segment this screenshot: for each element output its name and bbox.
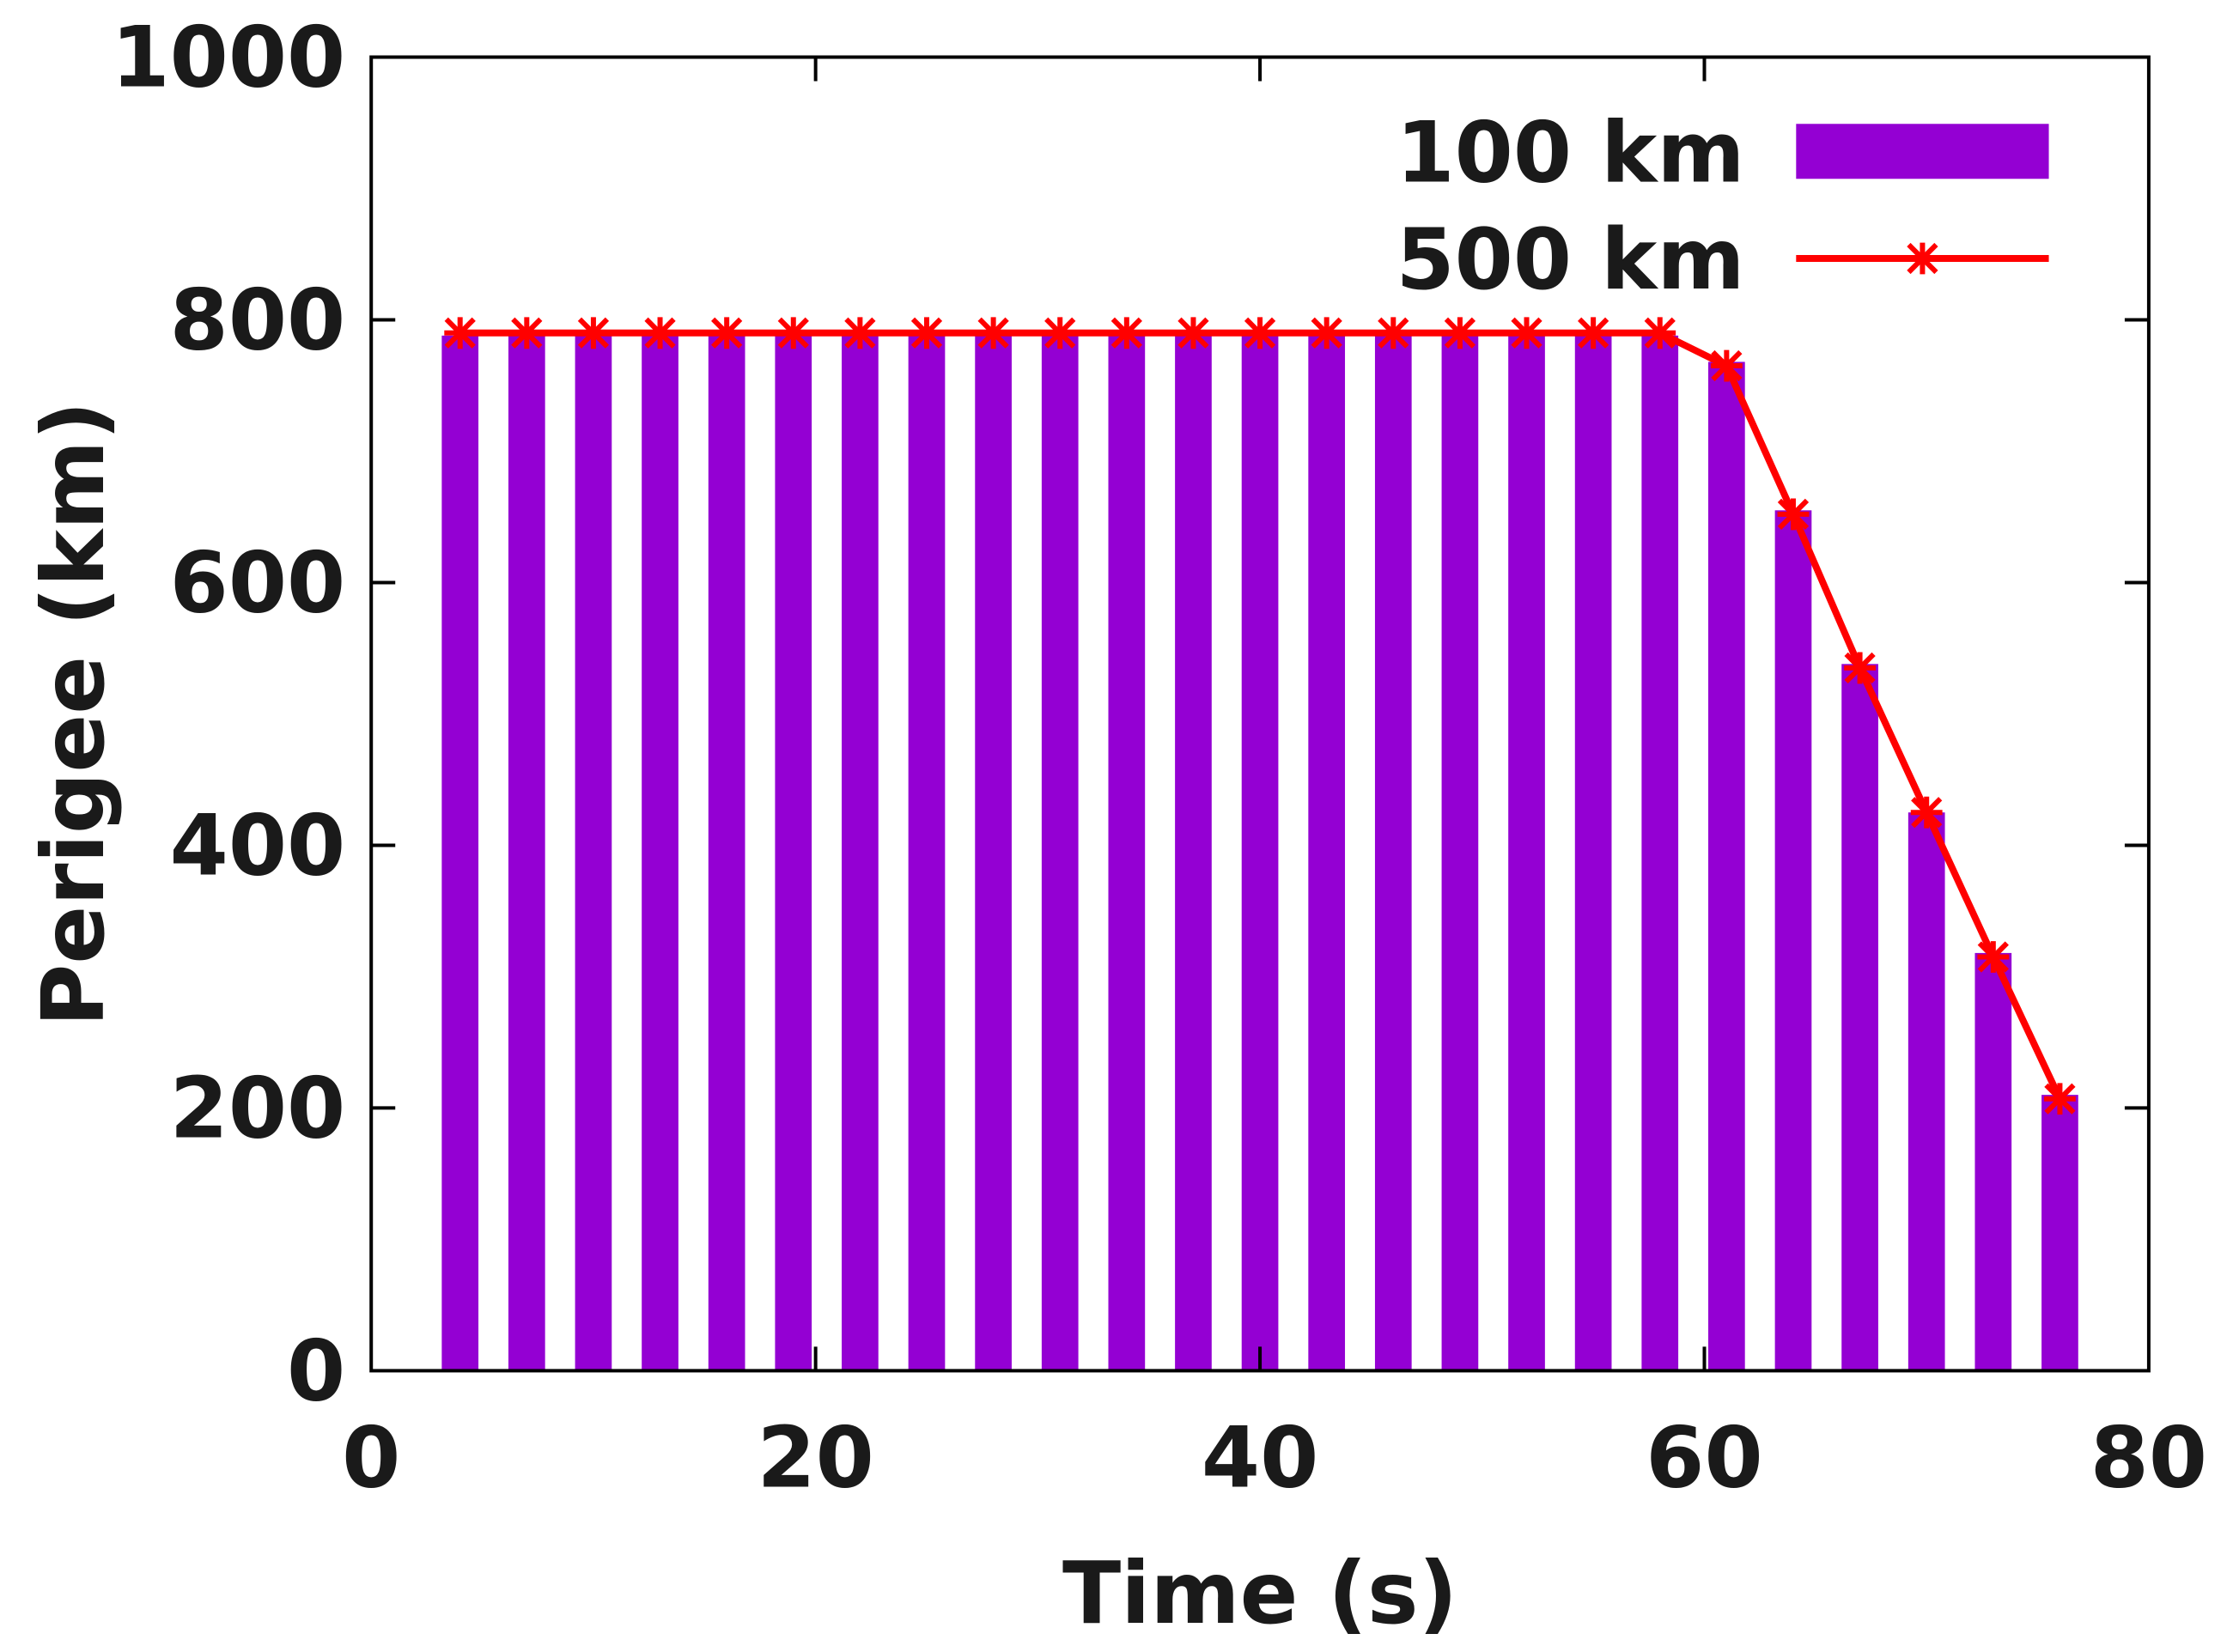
- point-19: [1710, 349, 1743, 382]
- point-18: [1644, 317, 1676, 349]
- y-tick-label-4: 800: [170, 271, 346, 369]
- point-20: [1777, 498, 1810, 531]
- bar-10: [1108, 335, 1146, 1371]
- bar-5: [775, 335, 812, 1371]
- bar-17: [1574, 335, 1612, 1371]
- x-axis-title: Time (s): [1062, 1543, 1457, 1643]
- point-1: [510, 317, 543, 349]
- bar-8: [975, 335, 1012, 1371]
- y-tick-label-3: 600: [170, 534, 346, 632]
- point-4: [710, 317, 743, 349]
- bar-series-100km: [441, 335, 2078, 1371]
- point-14: [1377, 317, 1409, 349]
- point-9: [1043, 317, 1076, 349]
- point-11: [1177, 317, 1209, 349]
- point-12: [1244, 317, 1276, 349]
- legend-swatch-100km: [1796, 124, 2049, 179]
- bar-14: [1374, 335, 1412, 1371]
- legend-star: [1907, 242, 1938, 275]
- bar-15: [1441, 335, 1479, 1371]
- bar-7: [908, 335, 946, 1371]
- bar-6: [842, 335, 879, 1371]
- point-8: [977, 317, 1010, 349]
- y-tick-label-0: 0: [287, 1322, 345, 1420]
- point-15: [1444, 317, 1476, 349]
- bar-18: [1641, 335, 1679, 1371]
- point-6: [843, 317, 876, 349]
- legend-label-500km: 500 km: [1396, 211, 1744, 309]
- legend: 100 km 500 km: [1396, 104, 2049, 309]
- bar-19: [1708, 361, 1745, 1371]
- y-tick-label-5: 1000: [111, 9, 345, 107]
- bar-4: [708, 335, 745, 1371]
- x-tick-label-4: 80: [2090, 1409, 2207, 1507]
- x-axis: 0 20 40 60 80: [342, 57, 2207, 1507]
- point-7: [910, 317, 943, 349]
- bar-20: [1774, 510, 1812, 1371]
- point-3: [644, 317, 676, 349]
- y-axis-title: Perigee (km): [23, 401, 124, 1027]
- bar-23: [1974, 952, 2012, 1371]
- point-5: [777, 317, 810, 349]
- legend-label-100km: 100 km: [1396, 104, 1744, 202]
- point-24: [2044, 1083, 2076, 1115]
- point-17: [1577, 317, 1609, 349]
- point-2: [577, 317, 610, 349]
- bar-2: [575, 335, 612, 1371]
- bar-21: [1841, 664, 1878, 1371]
- x-tick-label-2: 40: [1202, 1409, 1318, 1507]
- point-22: [1910, 796, 1943, 829]
- point-16: [1511, 317, 1542, 349]
- legend-marker-500km: [1907, 242, 1938, 275]
- point-0: [444, 317, 477, 349]
- bar-1: [508, 335, 545, 1371]
- bar-22: [1907, 812, 1945, 1371]
- bar-13: [1308, 335, 1346, 1371]
- y-axis: 0 200 400 600 800 1000: [111, 9, 2149, 1420]
- bar-16: [1508, 335, 1545, 1371]
- bar-11: [1175, 335, 1212, 1371]
- line-series-500km: [444, 317, 2076, 1115]
- bar-0: [441, 335, 479, 1371]
- bar-24: [2041, 1095, 2078, 1371]
- bar-3: [642, 335, 678, 1371]
- point-10: [1110, 317, 1143, 349]
- bar-9: [1041, 335, 1079, 1371]
- x-tick-label-3: 60: [1646, 1409, 1762, 1507]
- point-21: [1844, 652, 1876, 684]
- bar-12: [1241, 335, 1279, 1371]
- point-23: [1977, 941, 2010, 973]
- y-tick-label-1: 200: [170, 1060, 346, 1157]
- x-tick-label-0: 0: [342, 1409, 400, 1507]
- point-13: [1311, 317, 1343, 349]
- y-tick-label-2: 400: [170, 797, 346, 895]
- x-tick-label-1: 20: [757, 1409, 873, 1507]
